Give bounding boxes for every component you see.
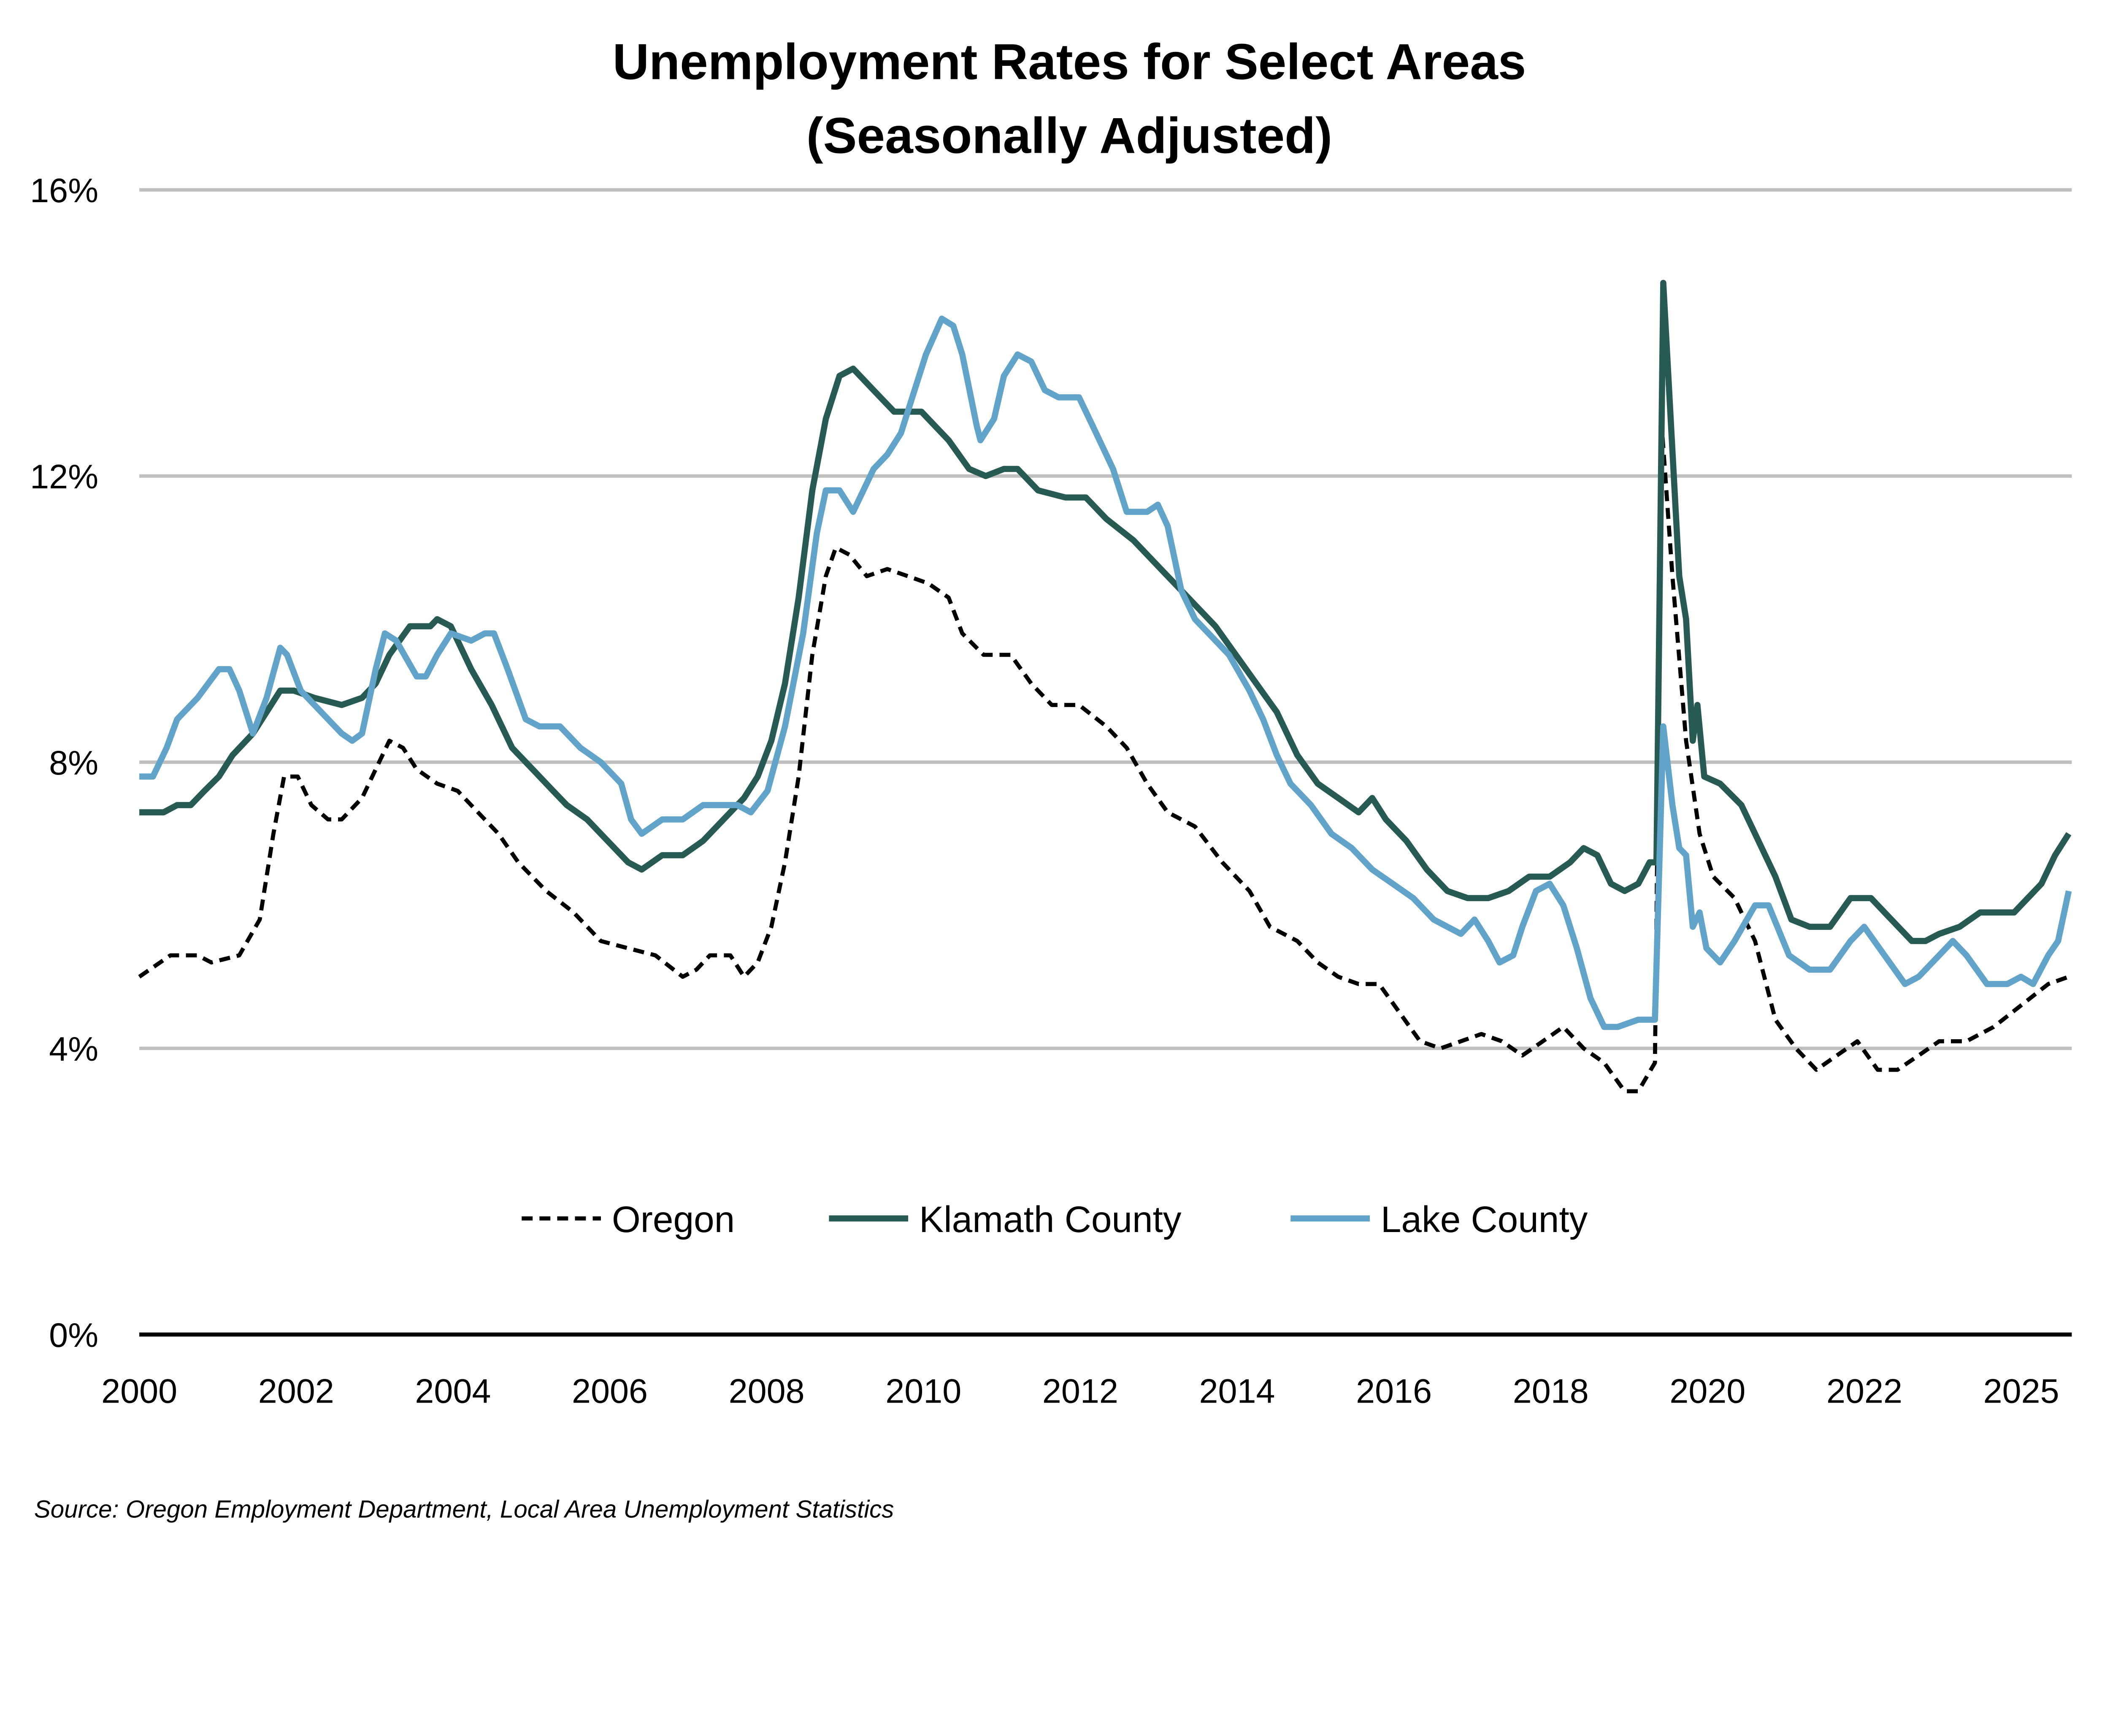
legend-item-klamath-county: Klamath County [829, 1199, 1182, 1240]
series-line-oregon [138, 424, 2069, 1094]
legend-item-oregon: Oregon [522, 1199, 735, 1240]
x-tick-label: 2012 [1042, 1373, 1118, 1411]
x-tick-label: 2018 [1513, 1373, 1589, 1411]
x-tick-label: 2020 [1669, 1373, 1745, 1411]
source-note: Source: Oregon Employment Department, Lo… [34, 1495, 894, 1523]
legend-item-lake-county: Lake County [1290, 1199, 1588, 1240]
x-tick-label: 2016 [1356, 1373, 1432, 1411]
x-tick-label: 2025 [1983, 1373, 2059, 1411]
legend-label-klamath-county: Klamath County [919, 1199, 1182, 1240]
y-tick-label: 0% [49, 1316, 98, 1354]
legend-label-lake-county: Lake County [1381, 1199, 1588, 1240]
y-axis-tick-labels: 0% 4% 8% 12% 16% [30, 172, 98, 1354]
x-tick-label: 2022 [1826, 1373, 1902, 1411]
x-tick-label: 2008 [729, 1373, 805, 1411]
y-tick-label: 8% [49, 744, 98, 782]
legend-label-oregon: Oregon [612, 1199, 735, 1240]
y-tick-label: 4% [49, 1030, 98, 1068]
chart-title: Unemployment Rates for Select Areas [613, 34, 1526, 90]
unemployment-line-chart: Unemployment Rates for Select Areas (Sea… [30, 34, 2072, 1523]
chart-subtitle: (Seasonally Adjusted) [806, 108, 1332, 164]
x-tick-label: 2006 [572, 1373, 648, 1411]
y-tick-label: 12% [30, 458, 98, 496]
series-line-lake-county [139, 315, 2072, 1030]
x-tick-label: 2010 [885, 1373, 961, 1411]
x-tick-label: 2014 [1199, 1373, 1275, 1411]
gridlines [139, 188, 2072, 1050]
series-line-klamath-county [139, 279, 2072, 944]
x-axis-tick-labels: 2000 2002 2004 2006 2008 2010 2012 2014 2016 2018… [101, 1373, 2059, 1411]
x-tick-label: 2000 [101, 1373, 177, 1411]
x-tick-label: 2002 [258, 1373, 334, 1411]
legend: Oregon Klamath County Lake County [522, 1199, 1588, 1240]
series-lines [138, 279, 2072, 1094]
y-tick-label: 16% [30, 172, 98, 210]
x-tick-label: 2004 [415, 1373, 491, 1411]
